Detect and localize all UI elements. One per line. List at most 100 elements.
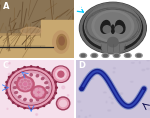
Ellipse shape [37,107,39,109]
Ellipse shape [115,26,123,33]
Ellipse shape [27,80,29,82]
Ellipse shape [62,86,65,89]
Ellipse shape [103,92,106,93]
Ellipse shape [135,59,138,60]
Ellipse shape [60,100,66,107]
Ellipse shape [41,78,44,80]
Ellipse shape [43,69,45,70]
Ellipse shape [46,75,48,77]
Ellipse shape [43,105,45,107]
Ellipse shape [8,76,10,78]
Ellipse shape [141,90,143,91]
Ellipse shape [6,67,56,109]
Ellipse shape [85,80,87,81]
Ellipse shape [58,71,64,77]
Ellipse shape [80,3,146,53]
Ellipse shape [35,89,38,91]
Ellipse shape [5,87,7,88]
Ellipse shape [52,97,54,99]
Ellipse shape [102,53,109,58]
Ellipse shape [89,115,91,116]
Ellipse shape [142,69,145,71]
Ellipse shape [31,86,46,99]
Ellipse shape [55,93,57,94]
Ellipse shape [21,27,42,35]
Ellipse shape [8,73,10,75]
Ellipse shape [102,44,124,52]
Ellipse shape [6,82,8,83]
Ellipse shape [92,11,134,42]
Ellipse shape [78,101,81,102]
Ellipse shape [59,37,64,45]
Ellipse shape [41,91,44,93]
Ellipse shape [108,80,111,82]
Ellipse shape [36,98,39,101]
Ellipse shape [124,53,131,58]
Ellipse shape [101,21,110,33]
Ellipse shape [27,71,30,74]
Ellipse shape [111,25,114,33]
Ellipse shape [56,87,57,88]
Ellipse shape [16,77,34,92]
Ellipse shape [24,87,27,90]
Ellipse shape [103,26,111,33]
Text: A: A [3,2,9,11]
Ellipse shape [135,53,142,58]
Ellipse shape [55,82,57,83]
Ellipse shape [80,87,84,90]
Ellipse shape [48,102,50,103]
Ellipse shape [120,93,123,94]
Ellipse shape [80,2,146,54]
Ellipse shape [48,72,50,73]
Ellipse shape [56,69,66,79]
Polygon shape [41,20,74,58]
Ellipse shape [147,60,149,61]
Ellipse shape [91,53,98,58]
Ellipse shape [69,75,70,76]
Ellipse shape [67,95,69,96]
Ellipse shape [113,68,115,69]
Text: D: D [79,61,86,70]
Ellipse shape [143,88,145,89]
Ellipse shape [80,53,87,58]
Ellipse shape [83,5,142,51]
Ellipse shape [106,101,107,103]
Ellipse shape [15,74,48,101]
Ellipse shape [12,72,51,104]
Ellipse shape [30,74,32,76]
Ellipse shape [83,78,85,80]
Ellipse shape [109,81,110,82]
Ellipse shape [85,116,87,118]
Polygon shape [76,60,150,118]
Ellipse shape [36,75,39,77]
Ellipse shape [18,69,19,70]
Ellipse shape [146,68,149,69]
Ellipse shape [21,86,24,88]
Ellipse shape [108,37,118,47]
Ellipse shape [21,80,23,82]
Ellipse shape [39,94,42,96]
Ellipse shape [12,72,14,73]
Ellipse shape [53,67,68,81]
Ellipse shape [53,31,69,53]
Ellipse shape [78,116,80,117]
Ellipse shape [21,86,23,88]
Text: C: C [3,61,9,70]
Ellipse shape [20,83,22,85]
Polygon shape [0,36,74,58]
Ellipse shape [7,108,8,109]
Ellipse shape [92,54,96,57]
Ellipse shape [30,99,32,102]
Ellipse shape [30,108,32,109]
Ellipse shape [24,79,26,81]
Ellipse shape [95,13,131,40]
Ellipse shape [33,88,44,97]
Ellipse shape [81,54,85,57]
Ellipse shape [27,86,30,88]
Ellipse shape [56,97,70,110]
Ellipse shape [57,34,66,50]
Ellipse shape [13,87,16,88]
Ellipse shape [18,78,21,80]
Ellipse shape [140,94,141,95]
Ellipse shape [113,53,120,58]
